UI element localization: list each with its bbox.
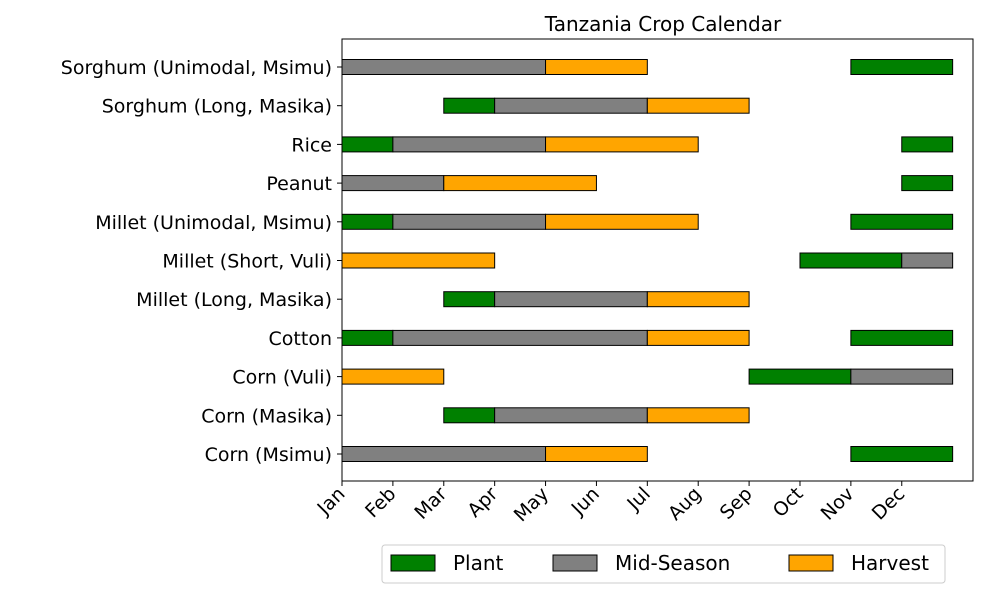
legend-label-plant: Plant xyxy=(453,551,504,575)
bar-corn-vuli-plant xyxy=(748,368,852,385)
bar-millet-unimodal-msimu-plant xyxy=(341,213,394,230)
x-tick-label: Jun xyxy=(567,483,604,520)
bar-corn-vuli-harvest xyxy=(341,368,445,385)
legend: Plant Mid-Season Harvest xyxy=(381,544,946,584)
bar-corn-masika-plant xyxy=(443,407,496,424)
y-tick-label: Millet (Unimodal, Msimu) xyxy=(95,212,332,234)
x-tick-label: Jul xyxy=(622,483,654,515)
bar-millet-short-vuli-mid-season xyxy=(901,252,954,269)
bar-sorghum-unimodal-msimu-mid-season xyxy=(341,59,547,75)
bar-rice-plant xyxy=(901,136,954,153)
bar-cotton-plant xyxy=(850,329,954,346)
bar-millet-long-masika-harvest xyxy=(646,291,750,308)
x-tick-label: Nov xyxy=(817,483,859,525)
y-tick-label: Millet (Long, Masika) xyxy=(136,289,332,311)
y-tick-label: Rice xyxy=(291,134,332,156)
bar-rice-mid-season xyxy=(392,136,547,153)
bar-peanut-plant xyxy=(901,175,954,192)
x-axis: Jan Feb Mar Apr May Jun Jul Aug Sep Oct Nov Dec xyxy=(313,481,910,526)
bar-millet-short-vuli-harvest xyxy=(341,252,496,269)
legend-label-mid-season: Mid-Season xyxy=(615,551,730,575)
bar-millet-long-masika-mid-season xyxy=(494,291,648,308)
y-tick-label: Sorghum (Long, Masika) xyxy=(102,96,332,118)
legend-swatch-mid-season xyxy=(552,554,598,572)
y-tick-label: Cotton xyxy=(269,328,332,350)
bar-corn-vuli-mid-season xyxy=(850,368,954,385)
bar-millet-short-vuli-plant xyxy=(799,252,903,269)
y-tick-label: Corn (Msimu) xyxy=(205,444,332,466)
bar-cotton-mid-season xyxy=(392,329,648,346)
x-tick-label: Aug xyxy=(664,483,706,525)
bar-cotton-plant xyxy=(341,329,394,346)
x-tick-label: Apr xyxy=(463,483,502,522)
x-tick-label: May xyxy=(510,483,553,526)
bar-corn-masika-harvest xyxy=(646,407,750,424)
legend-label-harvest: Harvest xyxy=(851,551,929,575)
bar-sorghum-unimodal-msimu-plant xyxy=(850,59,954,75)
bar-sorghum-unimodal-msimu-harvest xyxy=(545,59,648,75)
y-tick-label: Sorghum (Unimodal, Msimu) xyxy=(61,57,332,79)
bar-corn-msimu-plant xyxy=(850,446,954,462)
y-tick-label: Millet (Short, Vuli) xyxy=(162,251,332,273)
chart-title: Tanzania Crop Calendar xyxy=(544,12,782,36)
bar-millet-unimodal-msimu-mid-season xyxy=(392,213,547,230)
legend-swatch-harvest xyxy=(788,554,834,572)
bars-layer xyxy=(341,59,954,462)
bar-peanut-mid-season xyxy=(341,175,445,192)
x-tick-label: Sep xyxy=(716,483,757,524)
bar-cotton-harvest xyxy=(646,329,750,346)
bar-sorghum-long-masika-harvest xyxy=(646,97,750,114)
bar-millet-unimodal-msimu-harvest xyxy=(545,213,699,230)
bar-peanut-harvest xyxy=(443,175,597,192)
y-tick-label: Corn (Vuli) xyxy=(232,367,332,389)
bar-corn-msimu-mid-season xyxy=(341,446,547,462)
legend-swatch-plant xyxy=(390,554,436,572)
bar-millet-unimodal-msimu-plant xyxy=(850,213,954,230)
bar-rice-harvest xyxy=(545,136,699,153)
bar-sorghum-long-masika-mid-season xyxy=(494,97,648,114)
x-tick-label: Mar xyxy=(410,483,451,524)
bar-rice-plant xyxy=(341,136,394,153)
bar-corn-msimu-harvest xyxy=(545,446,648,462)
x-tick-label: Oct xyxy=(769,483,808,522)
y-tick-label: Corn (Masika) xyxy=(201,405,332,427)
x-tick-label: Feb xyxy=(361,483,400,522)
x-tick-label: Jan xyxy=(313,483,350,520)
bar-sorghum-long-masika-plant xyxy=(443,97,496,114)
x-tick-label: Dec xyxy=(868,483,910,525)
bar-corn-masika-mid-season xyxy=(494,407,648,424)
y-tick-label: Peanut xyxy=(266,173,332,195)
bar-millet-long-masika-plant xyxy=(443,291,496,308)
y-axis: Sorghum (Unimodal, Msimu) Sorghum (Long, … xyxy=(61,57,342,466)
